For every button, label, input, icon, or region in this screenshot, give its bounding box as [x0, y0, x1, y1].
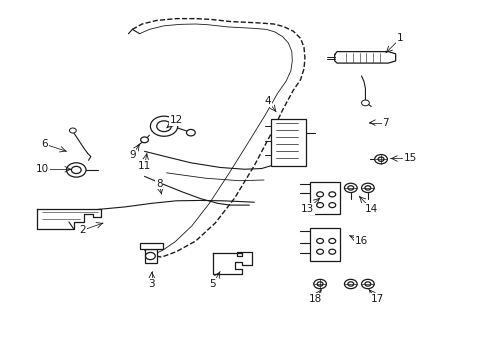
Circle shape — [374, 154, 386, 164]
Text: 1: 1 — [396, 33, 403, 43]
Circle shape — [316, 203, 323, 208]
Circle shape — [328, 192, 335, 197]
Circle shape — [186, 130, 195, 136]
Text: 5: 5 — [209, 279, 216, 289]
Circle shape — [141, 137, 148, 143]
Circle shape — [361, 279, 373, 289]
Text: 6: 6 — [41, 139, 48, 149]
Circle shape — [347, 282, 353, 286]
Text: 12: 12 — [169, 115, 183, 125]
Bar — [140, 243, 163, 249]
Text: 4: 4 — [264, 96, 271, 106]
Text: 3: 3 — [148, 279, 155, 289]
Bar — [310, 228, 339, 261]
Circle shape — [344, 279, 356, 289]
Circle shape — [364, 186, 370, 190]
Circle shape — [150, 116, 177, 136]
Text: 11: 11 — [138, 161, 151, 171]
Text: 2: 2 — [79, 225, 86, 235]
Circle shape — [317, 282, 323, 286]
Text: 18: 18 — [308, 294, 321, 304]
Text: 13: 13 — [301, 204, 314, 214]
Polygon shape — [37, 210, 101, 229]
Circle shape — [344, 183, 356, 193]
Bar — [144, 249, 157, 263]
Circle shape — [361, 100, 368, 106]
Bar — [310, 182, 339, 214]
Text: 10: 10 — [36, 164, 49, 174]
Circle shape — [347, 186, 353, 190]
Polygon shape — [334, 51, 395, 63]
Circle shape — [364, 282, 370, 286]
Circle shape — [313, 279, 326, 289]
Circle shape — [328, 249, 335, 254]
Circle shape — [316, 192, 323, 197]
Text: 9: 9 — [129, 150, 135, 160]
Circle shape — [145, 252, 155, 260]
Circle shape — [328, 238, 335, 243]
Circle shape — [71, 166, 81, 174]
Bar — [271, 119, 306, 166]
Circle shape — [361, 183, 373, 193]
Text: 16: 16 — [354, 236, 367, 246]
Circle shape — [157, 121, 171, 132]
Text: 14: 14 — [364, 204, 377, 214]
Polygon shape — [212, 252, 251, 274]
Text: 15: 15 — [403, 153, 416, 163]
Circle shape — [377, 157, 383, 161]
Text: 17: 17 — [370, 294, 383, 304]
Text: 8: 8 — [156, 179, 162, 189]
Circle shape — [316, 249, 323, 254]
Circle shape — [328, 203, 335, 208]
Text: 7: 7 — [382, 118, 388, 128]
Circle shape — [69, 128, 76, 133]
Circle shape — [66, 163, 86, 177]
Circle shape — [316, 238, 323, 243]
